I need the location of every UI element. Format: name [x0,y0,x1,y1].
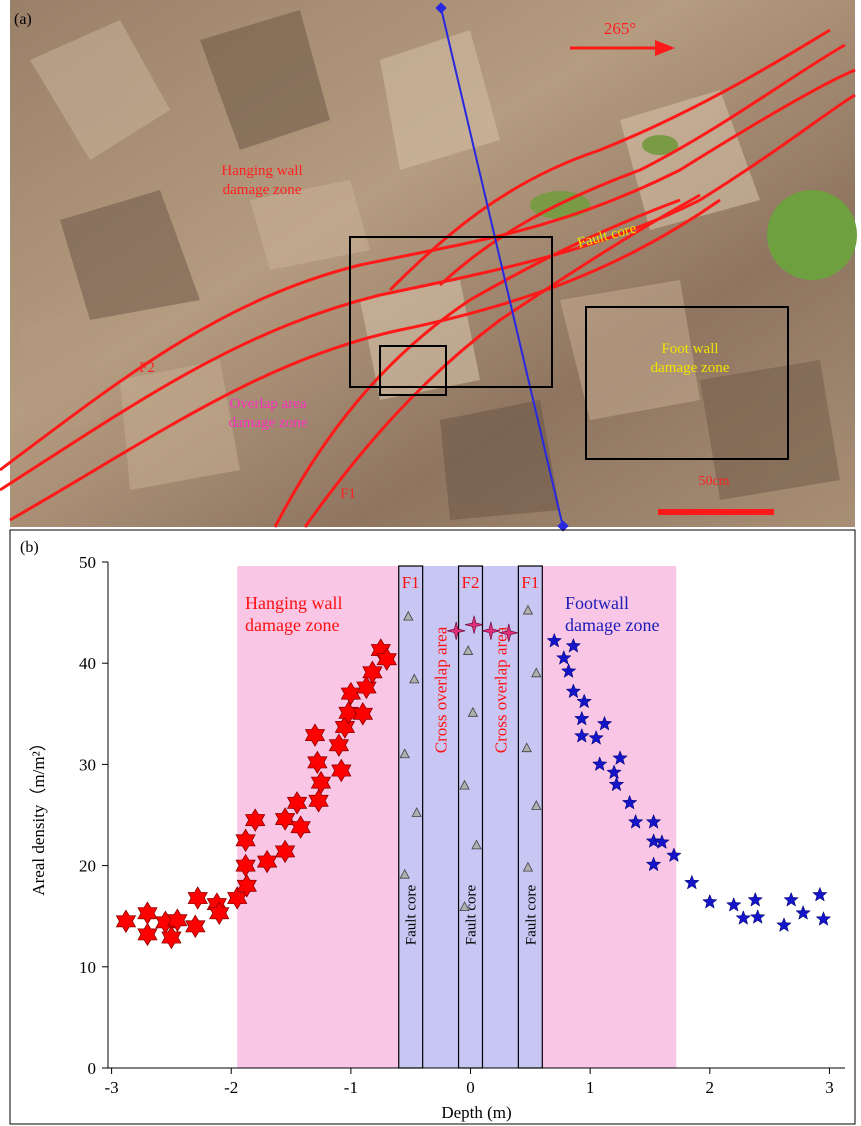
fault-name: F1 [402,573,420,592]
point [188,887,207,909]
zone-label: Hanging wall [245,593,342,613]
x-tick-label: -2 [224,1078,238,1097]
photo-label: F1 [340,486,356,502]
fault-core-label: Fault core [523,884,539,945]
photo-label: damage zone [651,360,730,376]
zone-label: damage zone [565,615,659,635]
chart-panel: F1 Fault core F2 Fault core F1 Fault core Cros… [20,539,845,1122]
page: (a) 265°Hanging walldamage zoneFault cor… [0,0,861,1126]
y-tick-label: 20 [79,857,96,876]
point [116,910,135,932]
photo-label: 50cm [698,474,729,489]
overlap-label: Cross overlap area [432,626,451,753]
point [703,895,717,909]
fault-core-label: Fault core [464,884,480,945]
point [748,893,762,907]
point [777,918,791,932]
y-tick-label: 40 [79,654,96,673]
point [138,923,157,945]
fault-core-label: Fault core [404,884,420,945]
x-tick-label: 3 [825,1078,834,1097]
zone-label: Footwall [565,593,629,613]
bush [767,190,857,280]
panel-label: (b) [20,539,39,556]
y-axis-label: Areal density（m/m²） [29,734,48,895]
x-axis-label: Depth (m) [441,1103,511,1122]
y-tick-label: 50 [79,553,96,572]
x-tick-label: 1 [586,1078,595,1097]
fault-name: F2 [462,573,480,592]
point [813,887,827,901]
point [816,912,830,926]
point [138,902,157,924]
x-tick-label: 2 [706,1078,715,1097]
point [685,875,699,889]
point [796,906,810,920]
x-tick-label: -1 [344,1078,358,1097]
zone-label: damage zone [245,615,339,635]
point [727,898,741,912]
point [751,910,765,924]
photo-label: damage zone [229,415,308,431]
y-tick-label: 0 [88,1059,97,1078]
point [736,911,750,925]
photo-label: Hanging wall [221,163,302,179]
y-tick-label: 10 [79,958,96,977]
photo-label: Foot wall [661,341,718,357]
photo-label: Overlap area [229,396,306,412]
overlap-label: Cross overlap area [491,626,510,753]
fault-name: F1 [521,573,539,592]
photo-label: F2 [139,360,155,376]
point [186,915,205,937]
point [784,893,798,907]
y-tick-label: 30 [79,755,96,774]
panel-label: (a) [14,11,32,28]
region [399,566,543,1068]
photo-label: 265° [604,19,636,38]
x-tick-label: 0 [466,1078,475,1097]
x-tick-label: -3 [105,1078,119,1097]
figure: (a) 265°Hanging walldamage zoneFault cor… [0,0,861,1126]
photo-label: damage zone [223,182,302,198]
